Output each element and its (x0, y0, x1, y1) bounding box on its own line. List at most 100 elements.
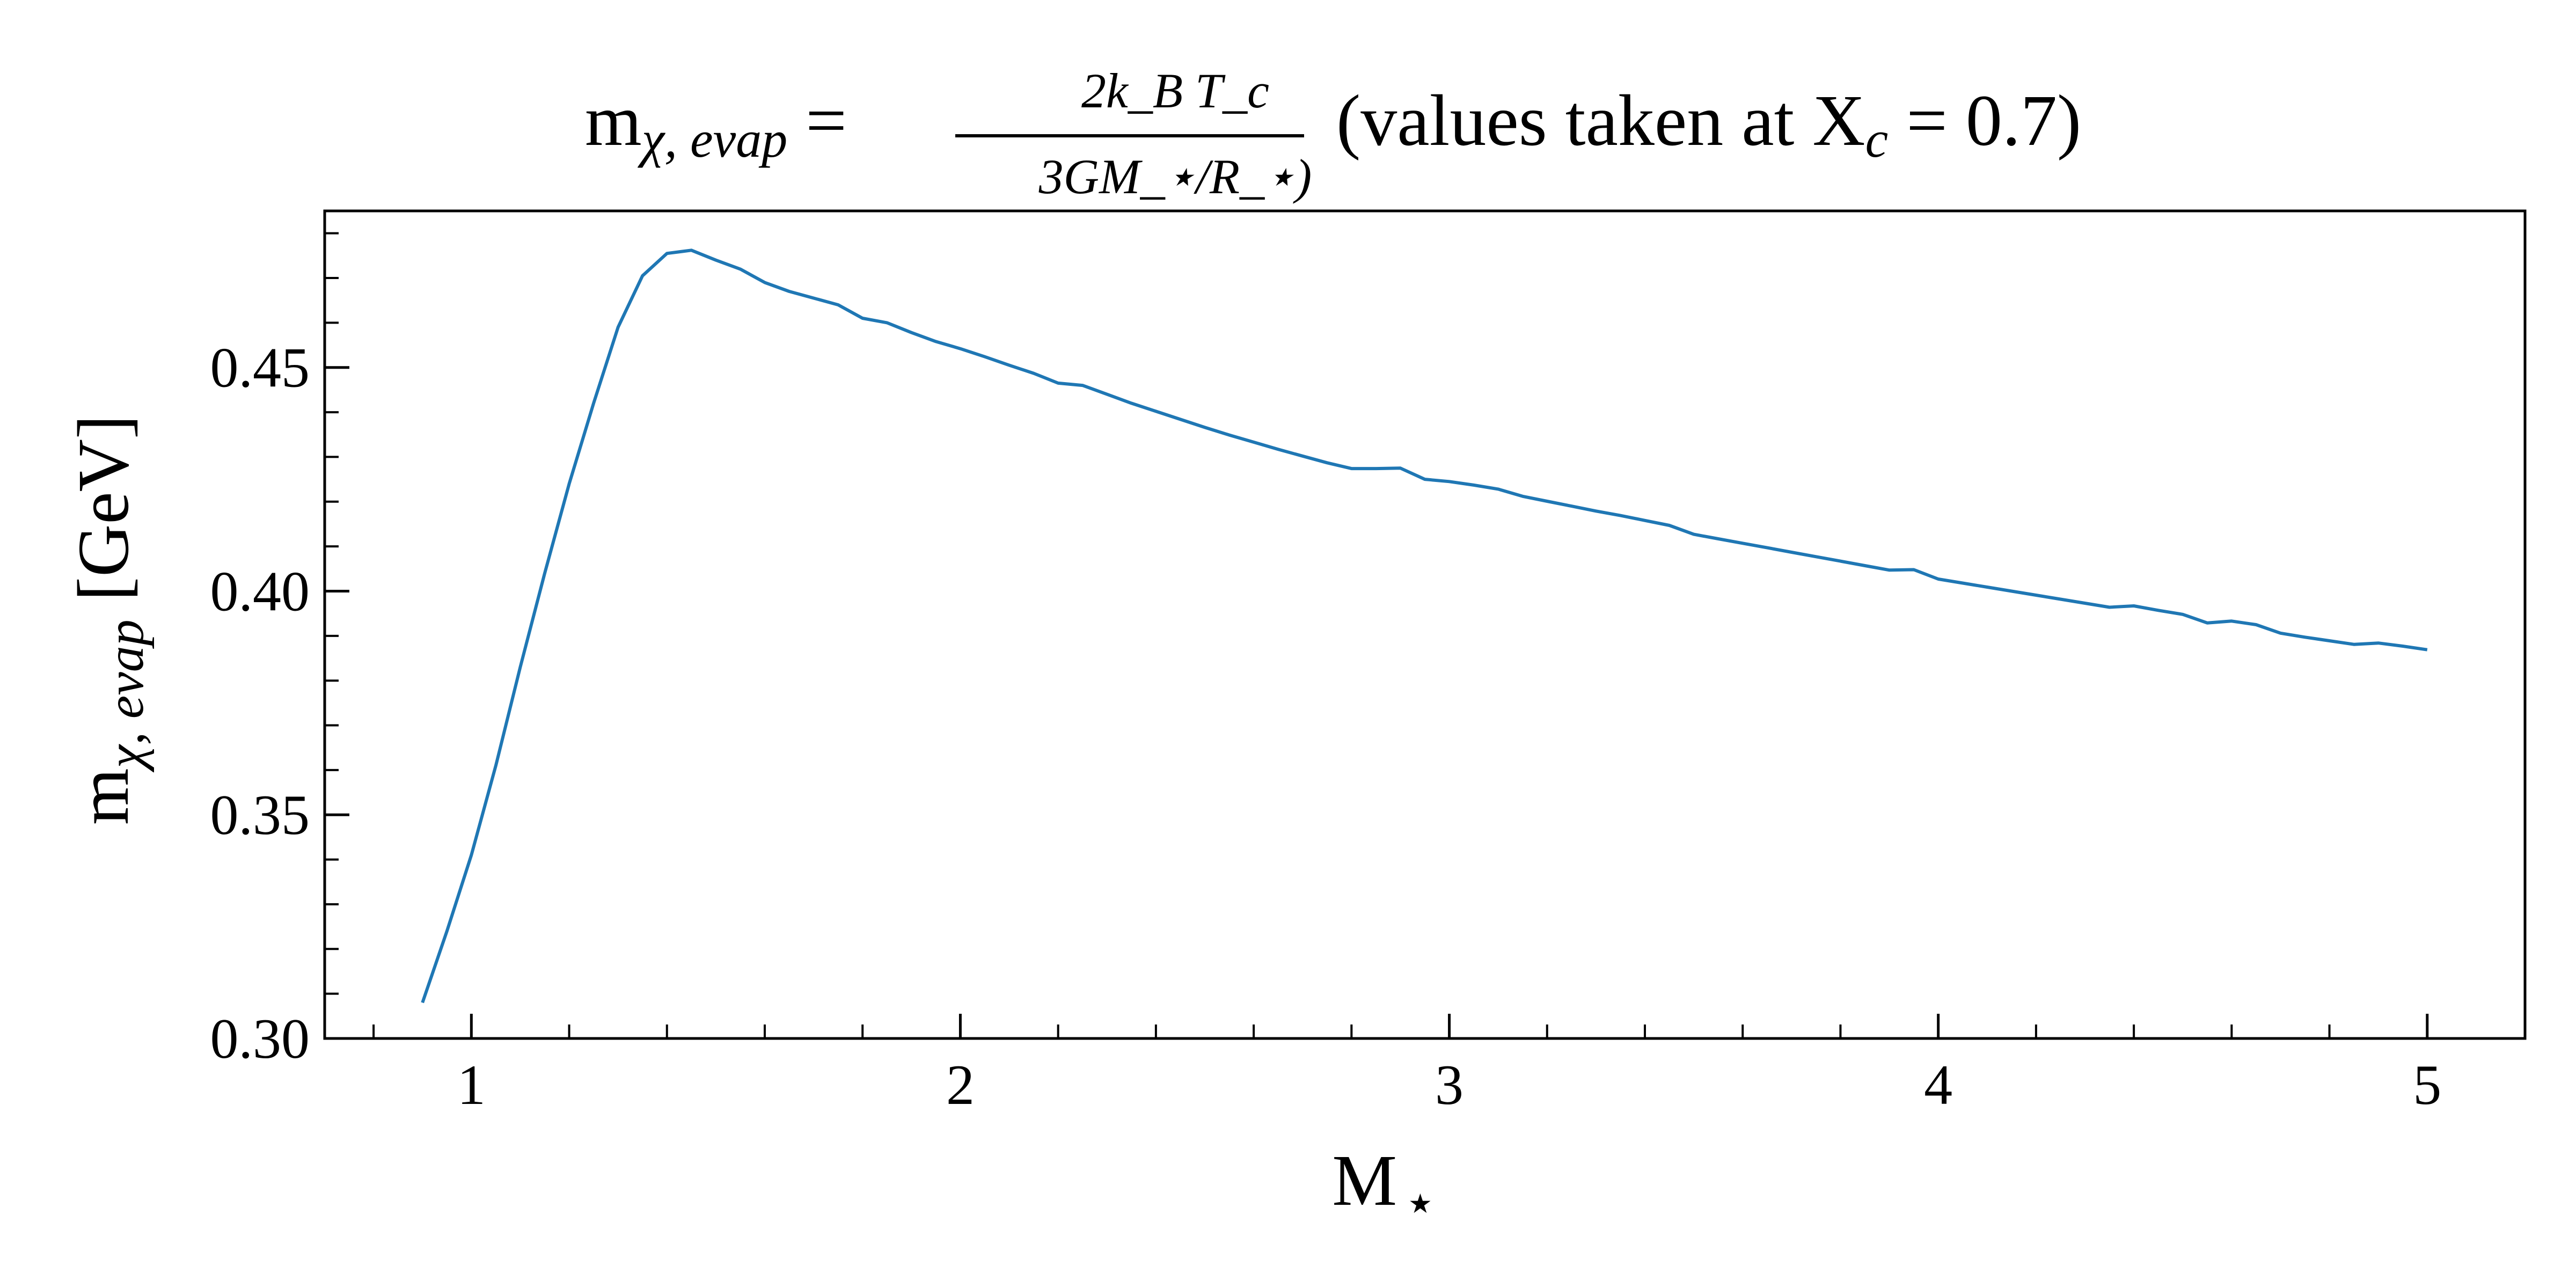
title-lhs-base: m (585, 80, 642, 161)
data-point (1301, 455, 1304, 458)
data-point (568, 482, 571, 485)
data-point (1619, 514, 1622, 517)
data-point (1057, 382, 1060, 385)
data-point (470, 853, 473, 857)
data-point (983, 355, 986, 358)
data-point (2328, 639, 2331, 642)
data-point (788, 290, 791, 293)
data-point (1203, 426, 1206, 429)
data-point (763, 281, 766, 284)
data-point (1008, 364, 1011, 367)
data-point (2426, 648, 2429, 652)
data-point (1594, 509, 1598, 513)
data-point (1228, 434, 1231, 437)
data-point (910, 331, 913, 334)
data-point (1277, 448, 1280, 451)
data-point (1570, 504, 1573, 508)
ticks-layer: 1 2 3 4 5 0.30 0.35 0.40 0.45 (210, 232, 2526, 1116)
data-point (2352, 643, 2355, 646)
data-point (2230, 619, 2233, 623)
data-point (1081, 384, 1084, 387)
data-point (1350, 467, 1353, 470)
data-point (1179, 418, 1182, 421)
data-point (1546, 500, 1549, 503)
data-point (861, 317, 864, 320)
data-point (1399, 466, 1402, 470)
data-point (738, 267, 742, 270)
data-point (641, 274, 644, 277)
data-point (1106, 393, 1109, 396)
data-point (2132, 604, 2135, 608)
x-tick-label: 3 (1435, 1053, 1463, 1116)
data-point (1130, 401, 1133, 405)
y-axis-label: mχ, evap [GeV] (63, 415, 155, 825)
x-tick-label: 5 (2413, 1053, 2441, 1116)
y-tick-label: 0.45 (210, 336, 310, 399)
data-point (543, 572, 546, 575)
x-tick-label: 1 (457, 1053, 486, 1116)
data-point (1790, 551, 1793, 554)
data-point (1252, 441, 1255, 444)
data-point (2157, 609, 2160, 612)
data-point (1741, 541, 1744, 545)
data-point (1668, 524, 1671, 527)
data-point (1717, 537, 1720, 540)
data-point (617, 326, 620, 329)
plot-frame (323, 209, 2527, 1040)
data-point (2303, 635, 2307, 639)
data-point (1986, 586, 1989, 589)
data-point (518, 665, 522, 669)
data-point (2083, 602, 2087, 605)
data-point (2010, 589, 2013, 592)
x-axis-label: M ⋆ (1332, 1140, 1437, 1233)
data-point (1766, 546, 1769, 550)
data-point (2181, 613, 2184, 616)
data-point (1814, 555, 1818, 558)
chart-title: mχ, evap = 2k_B T_c 3GM_⋆/R_⋆) (values t… (585, 63, 2081, 204)
data-point (1643, 519, 1646, 522)
data-point (2035, 594, 2038, 597)
x-tick-label: 2 (946, 1053, 975, 1116)
data-point (690, 248, 693, 252)
data-point (714, 259, 718, 262)
data-point (1423, 478, 1426, 481)
data-point (885, 321, 889, 324)
data-point (1961, 581, 1964, 584)
data-point (2255, 623, 2258, 626)
data-layer (421, 248, 2429, 1004)
title-equals: = (806, 80, 847, 161)
series-line-0 (421, 248, 2428, 1004)
data-point (445, 930, 449, 933)
data-point (1497, 487, 1500, 491)
title-lhs-sub: χ, evap (638, 111, 787, 168)
data-point (494, 764, 497, 767)
data-point (1521, 495, 1524, 498)
data-point (592, 401, 595, 405)
data-point (2206, 621, 2209, 625)
y-tick-label: 0.35 (210, 784, 310, 846)
data-point (665, 252, 669, 255)
data-point (421, 1001, 424, 1004)
data-point (1032, 372, 1035, 375)
data-point (1839, 560, 1842, 563)
data-point (1863, 564, 1867, 567)
title-denominator: 3GM_⋆/R_⋆) (1038, 149, 1312, 204)
data-point (812, 297, 815, 300)
data-point (958, 347, 962, 350)
data-point (2377, 641, 2380, 645)
data-point (2401, 645, 2404, 648)
svg-text:mχ, evap =: mχ, evap = (585, 80, 847, 168)
data-point (934, 340, 938, 343)
data-point (1374, 467, 1378, 470)
y-tick-label: 0.30 (210, 1007, 310, 1070)
data-point (1888, 568, 1891, 572)
title-note-sub: c (1865, 111, 1889, 168)
data-point (1912, 568, 1915, 571)
y-tick-label: 0.40 (210, 560, 310, 623)
data-point (2279, 632, 2282, 635)
data-point (837, 303, 840, 306)
data-point (2059, 597, 2062, 601)
title-note-prefix: (values taken at X (1336, 80, 1865, 161)
data-point (2108, 605, 2111, 609)
